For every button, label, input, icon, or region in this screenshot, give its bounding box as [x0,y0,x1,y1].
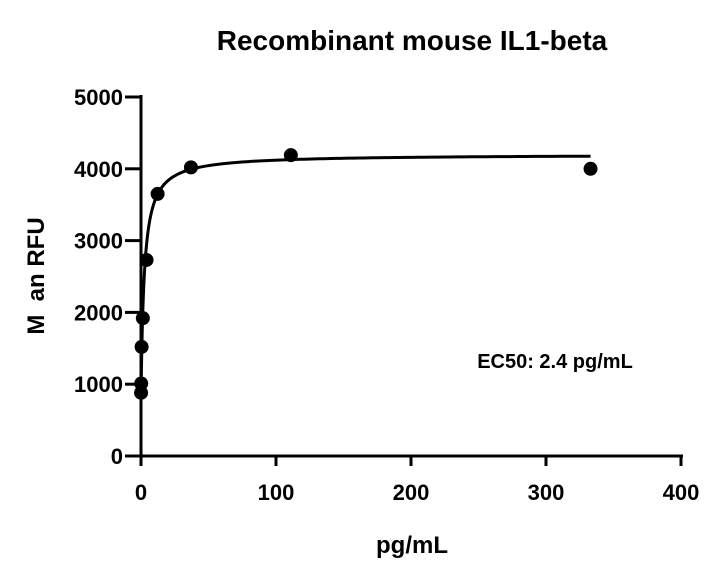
y-tick-label: 5000 [74,85,123,110]
data-point [583,161,598,176]
data-point [135,311,150,326]
x-tick-label: 0 [135,480,147,505]
ec50-annotation: EC50: 2.4 pg/mL [477,351,633,373]
x-tick-label: 400 [663,480,700,505]
data-point [283,148,298,163]
y-tick-label: 0 [111,444,123,469]
x-tick-label: 100 [258,480,295,505]
y-tick-label: 3000 [74,229,123,254]
data-point [150,186,165,201]
chart-title: Recombinant mouse IL1-beta [217,25,608,56]
x-tick-label: 300 [528,480,565,505]
x-tick-label: 200 [393,480,430,505]
data-point [134,339,149,354]
y-axis-label: M an RFU [23,217,50,334]
data-point [139,252,154,267]
y-tick-label: 4000 [74,157,123,182]
data-point [183,160,198,175]
data-point [134,376,149,391]
y-tick-label: 2000 [74,300,123,325]
y-tick-label: 1000 [74,372,123,397]
x-axis-label: pg/mL [376,532,448,559]
